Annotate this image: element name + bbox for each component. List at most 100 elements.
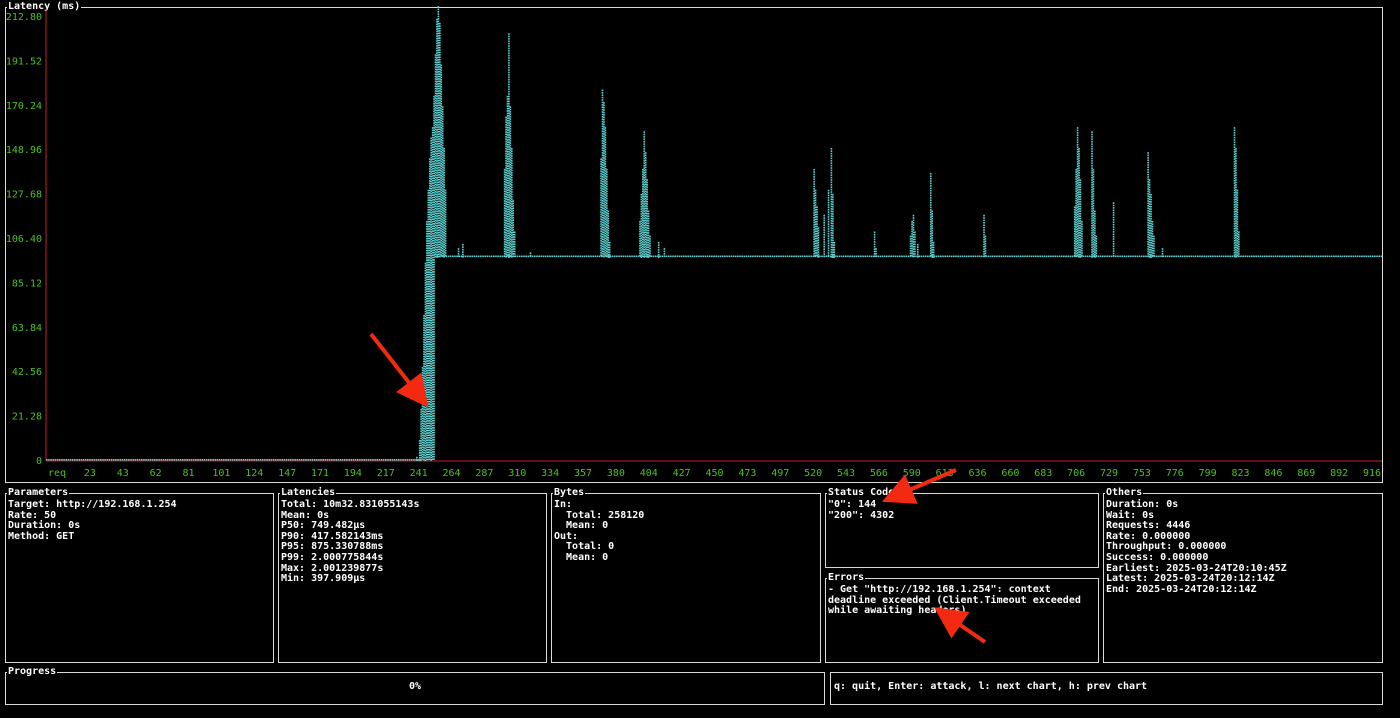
data-point [509, 151, 512, 154]
data-point [978, 255, 981, 258]
data-point [643, 200, 646, 203]
data-point [441, 238, 444, 240]
data-point [433, 331, 435, 333]
data-point [324, 458, 327, 461]
data-point [421, 422, 424, 424]
data-point [601, 197, 604, 200]
data-point [1148, 256, 1151, 258]
data-point [418, 447, 421, 449]
data-point [646, 234, 648, 237]
data-point [427, 348, 430, 350]
data-point [179, 458, 182, 461]
data-point [505, 167, 507, 169]
param-rate: Rate: 50 [8, 509, 57, 521]
data-point [511, 155, 513, 157]
data-point [600, 218, 602, 221]
data-point [436, 40, 438, 42]
data-point [1151, 252, 1154, 254]
others-success: Success: 0.000000 [1106, 551, 1209, 563]
data-point [512, 231, 515, 233]
data-point [431, 254, 434, 256]
data-point [503, 183, 506, 185]
data-point [402, 458, 404, 461]
data-point [642, 252, 644, 255]
data-point [421, 407, 424, 410]
data-point [503, 171, 506, 173]
data-point [443, 232, 445, 234]
data-point [1147, 195, 1149, 198]
data-point [428, 441, 431, 444]
data-point [1092, 219, 1095, 221]
data-point [1076, 148, 1079, 151]
data-point [437, 133, 440, 135]
data-point [1076, 134, 1079, 136]
data-point [439, 22, 441, 25]
data-point [440, 244, 443, 247]
data-point [428, 240, 431, 242]
data-point [434, 186, 437, 188]
data-point [440, 234, 443, 237]
data-point [1279, 255, 1281, 258]
latency-p50: P50: 749.482µs [281, 520, 366, 532]
data-point [606, 202, 608, 205]
data-point [600, 160, 602, 163]
data-point [428, 276, 431, 278]
data-point [1231, 255, 1234, 258]
data-point [434, 126, 437, 128]
data-point [1134, 255, 1136, 258]
data-point [506, 184, 509, 187]
data-point [1153, 242, 1155, 245]
data-point [508, 71, 510, 74]
data-point [1004, 255, 1007, 258]
data-point [431, 179, 434, 182]
data-point [1073, 232, 1076, 235]
data-point [1092, 224, 1095, 226]
data-point [912, 250, 915, 253]
data-point [1112, 240, 1115, 243]
data-point [643, 248, 646, 251]
data-point [433, 139, 435, 141]
data-point [50, 458, 52, 461]
data-point [430, 291, 432, 293]
data-point [1032, 255, 1035, 258]
data-point [431, 412, 434, 415]
data-point [427, 350, 430, 353]
data-point [603, 248, 605, 251]
data-point [430, 271, 432, 274]
y-tick-label: 191.52 [6, 56, 42, 67]
data-point [1287, 255, 1290, 258]
data-point [607, 249, 610, 251]
data-point [426, 453, 428, 456]
data-point [683, 255, 685, 258]
status-codes-panel-title: Status Codes [827, 487, 902, 499]
data-point [433, 333, 435, 336]
data-point [1147, 245, 1149, 248]
data-point [423, 377, 425, 379]
data-point [1112, 202, 1115, 204]
data-point [421, 434, 424, 436]
data-point [813, 233, 815, 236]
data-point [431, 239, 434, 242]
data-point [646, 217, 648, 220]
data-point [428, 446, 431, 449]
data-point [508, 150, 510, 153]
data-point [603, 121, 605, 123]
data-point [436, 124, 438, 126]
data-point [935, 255, 938, 258]
data-point [171, 458, 173, 461]
data-point [444, 196, 447, 199]
data-point [813, 224, 815, 226]
data-point [439, 253, 441, 255]
data-point [441, 111, 444, 113]
data-point [441, 209, 444, 212]
data-point [833, 256, 836, 258]
data-point [437, 27, 440, 30]
data-point [1092, 250, 1095, 253]
data-point [1246, 255, 1249, 258]
data-point [433, 412, 435, 415]
data-point [433, 215, 435, 218]
data-point [1324, 255, 1327, 258]
data-point [427, 213, 430, 216]
data-point [437, 253, 440, 255]
data-point [607, 253, 610, 256]
